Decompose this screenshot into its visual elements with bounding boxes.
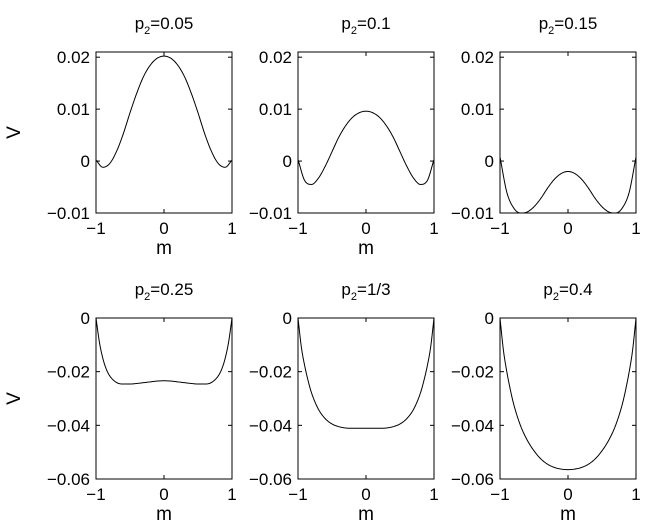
x-tick-label: 1 (429, 219, 438, 238)
subplot-title: p2=0.25 (135, 280, 194, 303)
potential-curve (499, 156, 637, 214)
subplot-3: −1 0 1 −0.01 0 0.01 0.02 p2=0.15 (451, 14, 641, 238)
title-value: =0.25 (150, 280, 193, 299)
y-tick-label: −0.02 (451, 363, 494, 382)
subplot-title: p2=0.1 (341, 14, 390, 37)
y-tick-label: 0.01 (461, 100, 494, 119)
x-tick-label: 0 (159, 485, 168, 504)
title-base: p (543, 280, 552, 299)
subplot-1: −1 0 1 −0.01 0 0.01 0.02 m Vp2=0.05 (4, 14, 237, 259)
y-tick-label: 0 (485, 152, 494, 171)
y-tick-label: −0.01 (451, 204, 494, 223)
title-value: =0.05 (150, 14, 193, 33)
title-subscript: 2 (351, 25, 357, 37)
x-tick-label: −1 (288, 485, 307, 504)
x-tick-label: −1 (86, 485, 105, 504)
x-tick-label: 1 (227, 485, 236, 504)
y-axis-label: V (4, 392, 25, 405)
subplot-2: −1 0 1 −0.01 0 0.01 0.02 m p2=0.1 (249, 14, 439, 259)
axes-frame (297, 317, 435, 480)
y-axis-label: V (4, 126, 25, 139)
title-subscript: 2 (144, 25, 150, 37)
y-tick-label: −0.04 (249, 416, 292, 435)
x-tick-label: −1 (490, 485, 509, 504)
title-base: p (135, 280, 144, 299)
subplot-title: p2=0.05 (135, 14, 194, 37)
subplot-title: p2=0.4 (543, 280, 592, 303)
y-tick-label: −0.06 (47, 470, 90, 489)
potential-curve (95, 55, 233, 168)
subplot-title: p2=1/3 (341, 280, 390, 303)
x-axis-label: m (358, 504, 374, 525)
x-tick-label: −1 (490, 219, 509, 238)
y-tick-label: 0 (485, 309, 494, 328)
subplot-title: p2=0.15 (539, 14, 598, 37)
y-tick-label: 0 (283, 309, 292, 328)
title-subscript: 2 (548, 25, 554, 37)
y-tick-label: −0.06 (249, 470, 292, 489)
potential-curve (297, 110, 435, 185)
x-tick-label: 0 (159, 219, 168, 238)
title-value: =0.1 (357, 14, 391, 33)
title-base: p (539, 14, 548, 33)
x-tick-label: −1 (86, 219, 105, 238)
x-tick-label: 1 (429, 485, 438, 504)
title-value: =0.4 (559, 280, 593, 299)
title-value: =0.15 (554, 14, 597, 33)
potential-curve (95, 317, 233, 385)
y-tick-label: 0.02 (57, 48, 90, 67)
axes-frame (499, 317, 637, 480)
y-tick-label: −0.02 (249, 363, 292, 382)
title-subscript: 2 (553, 291, 559, 303)
title-subscript: 2 (351, 291, 357, 303)
axes-frame (95, 51, 233, 214)
x-tick-label: 0 (361, 219, 370, 238)
y-tick-label: −0.04 (451, 416, 494, 435)
y-tick-label: 0.01 (259, 100, 292, 119)
title-base: p (341, 14, 350, 33)
axes-frame (95, 317, 233, 480)
x-tick-label: 0 (563, 219, 572, 238)
y-tick-label: −0.04 (47, 416, 90, 435)
y-tick-label: −0.01 (47, 204, 90, 223)
x-axis-label: m (156, 238, 172, 259)
y-tick-label: 0 (81, 152, 90, 171)
y-tick-label: 0 (283, 152, 292, 171)
y-tick-label: −0.02 (47, 363, 90, 382)
y-tick-label: 0.02 (259, 48, 292, 67)
y-tick-label: 0.01 (57, 100, 90, 119)
y-tick-label: −0.01 (249, 204, 292, 223)
title-base: p (135, 14, 144, 33)
potential-curve (499, 317, 637, 471)
x-tick-label: 0 (361, 485, 370, 504)
title-value: =1/3 (357, 280, 391, 299)
axes-frame (499, 51, 637, 214)
potential-curve (297, 317, 435, 429)
x-axis-label: m (156, 504, 172, 525)
y-tick-label: 0.02 (461, 48, 494, 67)
x-axis-label: m (358, 238, 374, 259)
x-axis-label: m (560, 504, 576, 525)
x-tick-label: 1 (631, 485, 640, 504)
axes-frame (297, 51, 435, 214)
title-subscript: 2 (144, 291, 150, 303)
x-tick-label: 0 (563, 485, 572, 504)
y-tick-label: 0 (81, 309, 90, 328)
title-base: p (341, 280, 350, 299)
x-tick-label: −1 (288, 219, 307, 238)
x-tick-label: 1 (227, 219, 236, 238)
x-tick-label: 1 (631, 219, 640, 238)
y-tick-label: −0.06 (451, 470, 494, 489)
